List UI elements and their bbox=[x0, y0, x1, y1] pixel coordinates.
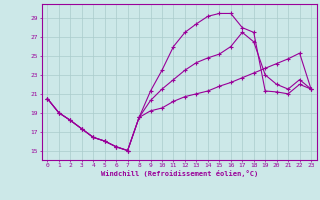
X-axis label: Windchill (Refroidissement éolien,°C): Windchill (Refroidissement éolien,°C) bbox=[100, 170, 258, 177]
